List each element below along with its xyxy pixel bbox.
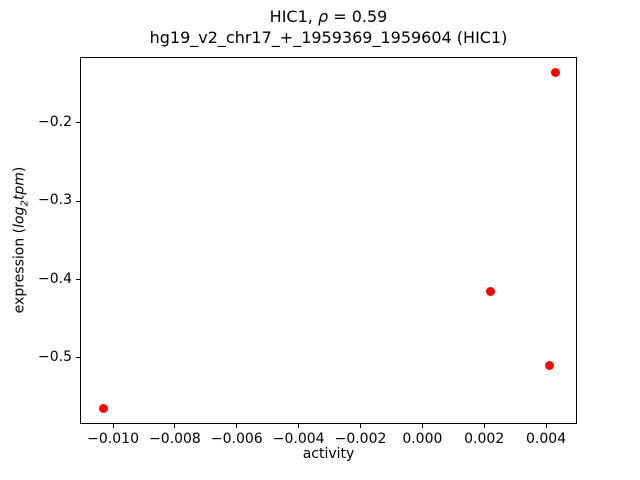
scatter-point [485,286,495,296]
rho-symbol: ρ [317,7,329,26]
y-axis-label: expression (log2tpm) [12,167,31,314]
x-tick-label: −0.004 [272,431,325,447]
axes [80,57,577,424]
x-tick-label: −0.006 [210,431,263,447]
x-tick-label: 0.002 [464,431,505,447]
y-tick-label: −0.2 [38,113,72,130]
y-axis-label-log: log [11,206,28,228]
x-tick-mark [174,424,176,428]
scatter-point [99,404,109,414]
x-tick-mark [360,424,361,428]
y-tick-label: −0.4 [38,270,72,287]
x-tick-mark [545,424,547,428]
chart-title-suffix: = 0.59 [328,7,388,26]
chart-title-prefix: HIC1, [269,7,318,26]
x-tick-mark [112,424,114,428]
y-tick-label: −0.5 [38,348,72,365]
x-tick-mark [421,424,423,428]
x-tick-label: −0.008 [149,431,201,447]
x-axis-label: activity [302,446,355,462]
x-tick-mark [483,424,485,428]
y-tick-label: −0.3 [38,192,72,209]
x-tick-label: 0.004 [526,431,567,447]
scatter-point [544,361,554,371]
y-axis-label-post: ) [11,166,28,173]
y-tick-mark [76,122,80,124]
y-tick-mark [76,357,80,359]
x-tick-mark [298,424,300,428]
y-tick-mark [76,200,80,202]
x-tick-label: −0.002 [334,431,387,447]
x-tick-label: −0.010 [87,431,139,447]
chart-subtitle: hg19_v2_chr17_+_1959369_1959604 (HIC1) [149,28,508,47]
y-tick-mark [76,279,80,281]
x-tick-label: 0.000 [402,431,443,447]
chart-title: HIC1, ρ = 0.59 [80,7,577,26]
x-tick-mark [236,424,238,428]
scatter-point [550,68,560,78]
